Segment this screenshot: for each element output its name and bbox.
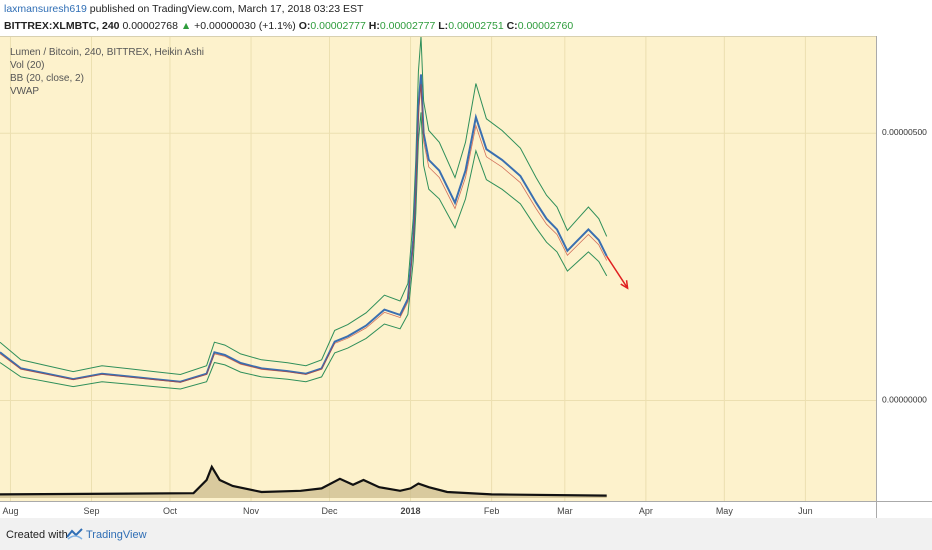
x-tick-label: May xyxy=(716,506,734,516)
x-tick-label: Jun xyxy=(798,506,813,516)
publish-info: laxmansuresh619 published on TradingView… xyxy=(4,3,363,15)
chart-pane[interactable] xyxy=(0,36,876,502)
symbol-label: BITTREX:XLMBTC, 240 xyxy=(4,20,120,32)
x-tick-label: Apr xyxy=(639,506,653,516)
open-label: O: xyxy=(298,20,311,32)
created-with-text: Created with xyxy=(6,529,68,541)
axis-corner xyxy=(876,501,932,518)
low-value: 0.00002751 xyxy=(448,20,504,32)
price-line xyxy=(0,74,608,383)
x-tick-label: Aug xyxy=(2,506,18,516)
legend-bollinger: BB (20, close, 2) xyxy=(10,73,84,84)
time-axis-labels: Aug Sep Oct Nov Dec 2018 Feb Mar Apr May Jun xyxy=(2,506,813,516)
high-value: 0.00002777 xyxy=(379,20,436,32)
x-tick-label: Dec xyxy=(321,506,338,516)
publish-date: published on TradingView.com, March 17, … xyxy=(86,3,364,15)
bollinger-lower-band xyxy=(0,112,608,390)
open-value: 0.00002777 xyxy=(310,20,366,32)
close-value: 0.00002760 xyxy=(517,20,574,32)
last-price: 0.00002768 xyxy=(122,20,178,32)
x-tick-label: Nov xyxy=(243,506,260,516)
y-tick-label: 0.00000000 xyxy=(882,394,927,404)
tradingview-link[interactable]: TradingView xyxy=(86,529,147,541)
legend-vwap: VWAP xyxy=(10,86,40,97)
bollinger-basis-line xyxy=(0,84,608,383)
ohlc-line: BITTREX:XLMBTC, 240 0.00002768 ▲ +0.0000… xyxy=(4,20,573,32)
projection-arrowhead-icon xyxy=(620,280,629,290)
footer-bar: Created with TradingView xyxy=(0,518,932,550)
up-arrow-icon: ▲ xyxy=(180,20,192,32)
close-label: C: xyxy=(506,20,518,32)
legend-volume: Vol (20) xyxy=(10,60,45,71)
price-chart[interactable] xyxy=(0,37,876,502)
price-axis[interactable]: 0.000065000.000060000.000055000.00005000… xyxy=(876,36,932,501)
high-label: H: xyxy=(368,20,380,32)
indicator-legend: Lumen / Bitcoin, 240, BITTREX, Heikin As… xyxy=(10,46,204,98)
price-axis-labels: 0.000065000.000060000.000055000.00005000… xyxy=(882,127,927,404)
price-change: +0.00000030 (+1.1%) xyxy=(194,20,296,32)
bollinger-upper-band xyxy=(0,37,608,376)
x-tick-label: Mar xyxy=(557,506,573,516)
y-tick-label: 0.00000500 xyxy=(882,127,927,137)
tradingview-logo-icon xyxy=(66,528,83,540)
time-axis[interactable]: Aug Sep Oct Nov Dec 2018 Feb Mar Apr May Jun xyxy=(0,501,876,518)
chart-header: laxmansuresh619 published on TradingView… xyxy=(0,0,932,36)
x-tick-label: Oct xyxy=(163,506,178,516)
volume-ma-line xyxy=(0,464,607,497)
legend-title: Lumen / Bitcoin, 240, BITTREX, Heikin As… xyxy=(10,47,204,58)
x-tick-label: Feb xyxy=(484,506,500,516)
projection-arrow-line xyxy=(606,255,629,289)
low-label: L: xyxy=(438,20,449,32)
author-link[interactable]: laxmansuresh619 xyxy=(4,3,87,15)
x-tick-label: 2018 xyxy=(401,506,421,516)
x-tick-label: Sep xyxy=(84,506,100,516)
